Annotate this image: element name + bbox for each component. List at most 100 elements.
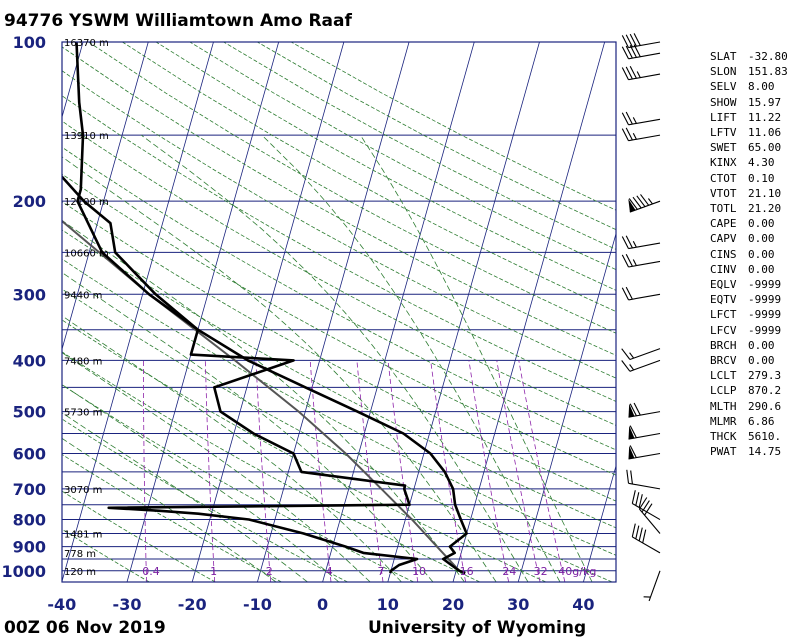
index-row: EQLV -9999 <box>710 277 788 292</box>
isotherm-line <box>322 42 475 582</box>
barb-full <box>630 470 633 485</box>
barb-half <box>632 132 637 140</box>
pressure-tick-label: 900 <box>13 538 46 557</box>
index-value: 5610. <box>748 430 782 444</box>
temperature-tick-label: 30 <box>507 595 529 614</box>
mixing-ratio-label: 40g/kg <box>558 565 596 578</box>
index-row: LCLT 279.3 <box>710 368 788 383</box>
barb-full <box>625 253 633 267</box>
moist-adiabat <box>62 437 277 582</box>
mixing-ratio-line <box>204 360 216 582</box>
dry-adiabat <box>155 42 616 291</box>
index-value: 4.30 <box>748 156 775 170</box>
index-value: 0.10 <box>748 171 775 185</box>
barb-full <box>628 198 638 210</box>
wind-barb <box>621 65 661 81</box>
isotherm-line <box>387 42 540 582</box>
index-key: VTOT <box>710 186 737 200</box>
index-value: 0.00 <box>748 217 775 231</box>
barb-full <box>638 527 643 542</box>
barb-full <box>625 66 633 80</box>
height-label: 16370 m <box>64 38 109 49</box>
height-label: 10660 m <box>64 248 109 259</box>
barb-full <box>631 490 636 504</box>
index-key: LFCV <box>710 323 737 337</box>
index-value: -9999 <box>748 323 782 337</box>
index-row: SHOW 15.97 <box>710 95 788 110</box>
height-label: 778 m <box>64 549 96 560</box>
dry-adiabat <box>62 146 616 451</box>
index-row: EQTV -9999 <box>710 292 788 307</box>
temperature-tick-label: 20 <box>442 595 464 614</box>
wind-barb <box>621 253 661 268</box>
index-key: SHOW <box>710 95 737 109</box>
barb-staff <box>628 482 661 490</box>
index-row: LCLP 870.2 <box>710 383 788 398</box>
index-key: BRCV <box>710 354 737 368</box>
barb-half <box>629 364 635 371</box>
index-row: SWET 65.00 <box>710 140 788 155</box>
pressure-tick-label: 500 <box>13 403 46 422</box>
footer-source: University of Wyoming <box>368 618 586 638</box>
barb-full <box>625 45 633 59</box>
dry-adiabat <box>62 528 150 582</box>
barb-full <box>638 494 643 508</box>
index-row: LIFT 11.22 <box>710 110 788 125</box>
dry-adiabat <box>62 201 616 502</box>
wind-barb <box>621 127 661 142</box>
index-value: 6.86 <box>748 414 775 428</box>
mixing-ratio-label: 16 <box>460 565 474 578</box>
plot-frame <box>61 41 617 583</box>
mixing-ratio-label: 4 <box>326 565 333 578</box>
dry-adiabat <box>62 418 348 582</box>
mixing-ratio-line <box>430 360 467 582</box>
index-row: CINV 0.00 <box>710 262 788 277</box>
index-key: CAPV <box>710 232 737 246</box>
height-label: 120 m <box>64 567 96 578</box>
mixing-ratio-line <box>356 360 384 582</box>
index-value: 870.2 <box>748 384 782 398</box>
index-key: SLON <box>710 65 737 79</box>
barb-full <box>621 128 629 141</box>
index-row: LFCT -9999 <box>710 307 788 322</box>
pressure-tick-label: 400 <box>13 351 46 370</box>
barb-flag <box>628 425 635 440</box>
index-value: 65.00 <box>748 141 782 155</box>
barb-full <box>621 112 629 126</box>
barb-staff <box>628 73 661 81</box>
barb-full <box>644 503 653 516</box>
index-key: LCLP <box>710 384 737 398</box>
barb-half <box>632 240 637 248</box>
barb-full <box>633 33 641 46</box>
moist-adiabat <box>62 315 402 582</box>
temperature-tick-label: 10 <box>377 595 399 614</box>
wind-barb <box>628 194 661 213</box>
mixing-ratio-label: 10 <box>412 565 426 578</box>
dry-adiabat <box>62 95 616 402</box>
footer-date: 00Z 06 Nov 2019 <box>4 618 166 638</box>
barb-full <box>629 425 637 438</box>
index-key: SLAT <box>710 50 737 63</box>
dry-adiabat <box>62 46 616 356</box>
moist-adiabat <box>62 384 340 582</box>
index-key: LIFT <box>710 110 737 124</box>
mixing-ratio-label: 0.4 <box>142 565 160 578</box>
pressure-tick-label: 700 <box>13 480 46 499</box>
height-label: 5730 m <box>64 408 102 419</box>
index-key: SWET <box>710 141 737 155</box>
barb-full <box>640 194 650 206</box>
index-row: CINS 0.00 <box>710 247 788 262</box>
index-value: 21.10 <box>748 186 782 200</box>
barb-full <box>642 529 647 544</box>
index-key: CINS <box>710 247 737 261</box>
moist-adiabat <box>360 134 593 582</box>
barb-half <box>632 117 637 124</box>
index-value: 14.75 <box>748 445 782 459</box>
index-key: TOTL <box>710 202 737 216</box>
index-key: EQTV <box>710 293 737 307</box>
barb-half <box>647 198 653 205</box>
pressure-tick-label: 1000 <box>1 562 46 581</box>
index-row: SLON 151.83 <box>710 64 788 79</box>
barb-staff <box>629 359 661 372</box>
